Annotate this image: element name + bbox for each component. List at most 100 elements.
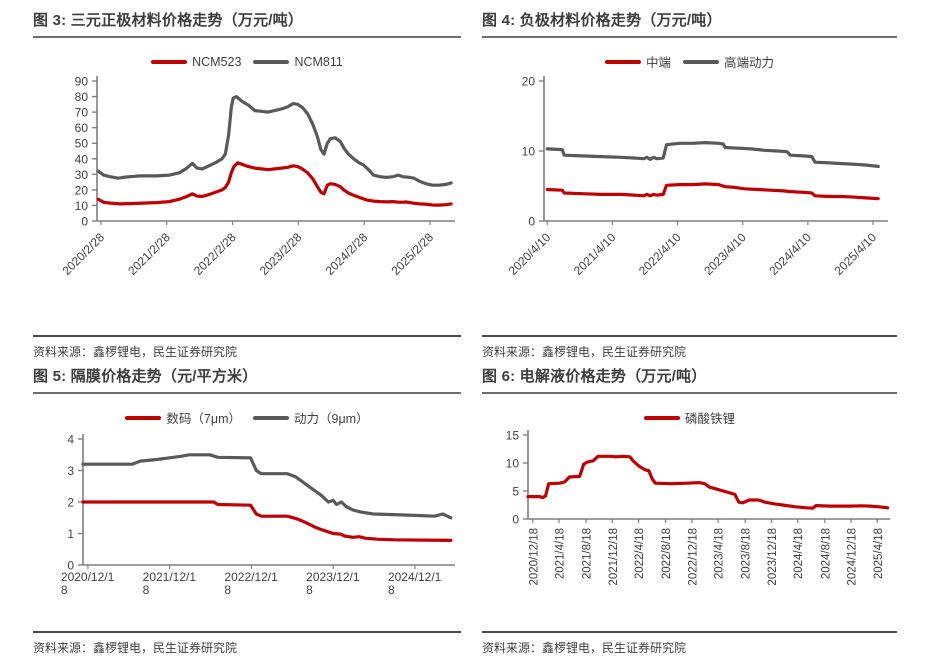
figure-3-legend: NCM523 NCM811 [33, 53, 461, 71]
figure-4-block: 图 4: 负极材料价格走势（万元/吨） 中端 高端动力 0 10 20 2020/4/1… [482, 12, 897, 360]
y-tick-label: 40 [75, 152, 89, 166]
legend-label: NCM523 [192, 54, 242, 69]
x-tick-label: 2022/12/18 [687, 528, 699, 586]
y-tick-label: 5 [512, 484, 519, 498]
source-text: 资料来源：鑫椤锂电，民生证券研究院 [33, 345, 238, 359]
legend-label: 中端 [645, 56, 671, 71]
legend-item: 磷酸铁锂 [643, 408, 735, 427]
series-line-磷酸铁锂 [526, 454, 890, 510]
y-axis-ticks: 0 5 10 15 [506, 429, 528, 526]
legend-label: 磷酸铁锂 [684, 412, 735, 427]
figure-5-legend: 数码（7μm） 动力（9μm） [33, 409, 461, 427]
y-tick-label: 0 [512, 512, 519, 526]
x-tick-label: 2024/8/18 [820, 528, 832, 579]
y-tick-label: 50 [75, 136, 89, 150]
y-tick-label: 80 [75, 90, 89, 104]
x-tick-label: 2021/2/28 [125, 230, 173, 278]
legend-item: 动力（9μm） [253, 408, 369, 427]
legend-item: 高端动力 [683, 52, 774, 71]
legend-line-swatch [125, 415, 162, 420]
series-line-动力（9μm） [81, 452, 453, 520]
figure-6-block: 图 6: 电解液价格走势（万元/吨） 磷酸铁锂 0 5 10 15 2020/12/18… [482, 368, 897, 656]
legend-label: 动力（9μm） [294, 412, 369, 427]
series-line-NCM811 [96, 94, 453, 187]
x-tick-label: 2024/4/10 [766, 230, 814, 278]
y-tick-label: 1 [67, 527, 74, 541]
series-line-NCM523 [96, 160, 453, 207]
series-line-中端 [545, 182, 880, 200]
y-tick-label: 0 [81, 214, 88, 228]
figure-5-line-chart: 0 1 2 3 4 2020/12/1 8 2021/12/1 8 2022/12/1 8 2023/… [61, 432, 455, 597]
axes [527, 429, 890, 520]
legend-item: 中端 [604, 52, 671, 71]
legend-line-swatch [151, 59, 188, 64]
x-tick-label: 2021/8/18 [582, 528, 594, 579]
axes [543, 75, 888, 222]
x-tick-label: 2023/12/18 [767, 528, 779, 586]
figure-6-title: 图 6: 电解液价格走势（万元/吨） [482, 368, 897, 394]
legend-label: 数码（7μm） [166, 412, 241, 427]
figure-4-line-chart: 0 10 20 2020/4/10 2021/4/10 2022/4/10 2023/4/1… [506, 74, 888, 278]
x-tick-label: 2024/4/18 [793, 528, 805, 579]
figure-4-legend: 中端 高端动力 [482, 53, 897, 71]
x-tick-label: 2022/4/18 [634, 528, 646, 579]
x-tick-label: 2021/4/10 [571, 230, 619, 278]
source-text: 资料来源：鑫椤锂电，民生证券研究院 [482, 641, 687, 655]
x-tick-label: 2024/2/28 [323, 230, 371, 278]
y-tick-label: 90 [75, 74, 89, 88]
x-axis-ticks: 2020/4/10 2021/4/10 2022/4/10 2023/4/10 2024… [506, 220, 879, 278]
axes [96, 75, 455, 222]
y-axis-ticks: 0 1 2 3 4 [67, 432, 83, 572]
legend-label: NCM811 [294, 54, 343, 69]
x-tick-label: 2021/4/18 [555, 528, 567, 579]
y-tick-label: 4 [67, 432, 74, 446]
x-tick-label: 2020/4/10 [506, 230, 554, 278]
y-tick-label: 15 [506, 429, 520, 443]
x-tick-label: 2024/12/18 [847, 528, 859, 586]
legend-line-swatch [604, 59, 641, 64]
y-tick-label: 30 [75, 168, 89, 182]
y-tick-label: 20 [522, 74, 536, 88]
source-text: 资料来源：鑫椤锂电，民生证券研究院 [33, 641, 238, 655]
y-tick-label: 2 [67, 495, 74, 509]
y-tick-label: 3 [67, 464, 74, 478]
x-tick-label: 2025/4/18 [873, 528, 885, 579]
y-tick-label: 10 [522, 144, 536, 158]
y-tick-label: 10 [506, 456, 520, 470]
x-axis-ticks: 2020/2/28 2021/2/28 2022/2/28 2023/2/28 2024… [59, 220, 436, 278]
figure-6-source: 资料来源：鑫椤锂电，民生证券研究院 [482, 631, 897, 656]
legend-line-swatch [643, 415, 680, 420]
x-tick-label: 2023/8/18 [741, 528, 753, 579]
x-tick-label: 2023/4/18 [714, 528, 726, 579]
x-axis-ticks: 2020/12/1 8 2021/12/1 8 2022/12/1 8 2023/12/1 8… [61, 564, 442, 597]
x-tick-label: 2023/2/28 [257, 230, 305, 278]
y-tick-label: 70 [75, 105, 89, 119]
figure-4-title: 图 4: 负极材料价格走势（万元/吨） [482, 12, 897, 38]
y-tick-label: 10 [75, 199, 89, 213]
y-tick-label: 0 [528, 214, 535, 228]
figure-3-block: 图 3: 三元正极材料价格走势（万元/吨） NCM523 NCM811 0 10 20… [33, 12, 461, 360]
x-tick-label: 2023/4/10 [701, 230, 749, 278]
legend-item: 数码（7μm） [125, 408, 241, 427]
series-line-高端动力 [545, 140, 880, 168]
source-text: 资料来源：鑫椤锂电，民生证券研究院 [482, 345, 687, 359]
x-tick-label: 2021/12/18 [608, 528, 620, 586]
x-axis-ticks: 2020/12/18 2021/4/18 2021/8/18 2021/12/18 20… [528, 518, 885, 586]
legend-label: 高端动力 [724, 56, 775, 71]
legend-item: NCM523 [151, 55, 241, 69]
y-tick-label: 20 [75, 183, 89, 197]
axes [82, 433, 455, 566]
x-tick-label: 2025/2/28 [388, 230, 436, 278]
legend-line-swatch [253, 415, 289, 420]
y-tick-label: 60 [75, 121, 89, 135]
y-tick-label: 0 [67, 558, 74, 572]
legend-line-swatch [253, 59, 290, 64]
figure-5-source: 资料来源：鑫椤锂电，民生证券研究院 [33, 631, 461, 656]
